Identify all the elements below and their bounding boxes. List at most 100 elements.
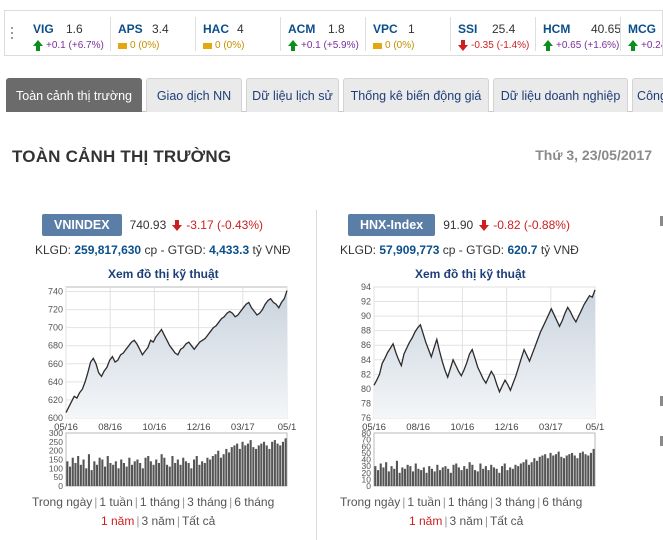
period-selector-row2: 1 năm | 3 năm | Tất cả	[409, 514, 523, 528]
volume-bar	[230, 447, 233, 486]
volume-bar	[377, 470, 380, 486]
hnx-index-chart[interactable]: 76 78 80 82 84 86 88 90 92 94 05/16 08/16 10/16 12/16…	[340, 283, 610, 495]
ticker-separator	[195, 17, 196, 51]
technical-chart-link[interactable]: Xem đồ thị kỹ thuật	[415, 267, 526, 281]
volume-bar	[252, 447, 255, 486]
period-option[interactable]: 1 năm	[409, 514, 443, 528]
period-option[interactable]: 3 năm	[449, 514, 483, 528]
volume-bar	[222, 454, 225, 486]
ticker-price: 40.65	[591, 22, 622, 36]
volume-bar	[498, 472, 501, 487]
index-name-badge[interactable]: VNINDEX	[42, 214, 122, 236]
volume-bar	[244, 445, 247, 486]
y-tick-label: 660	[48, 359, 63, 369]
volume-bar	[276, 443, 279, 486]
period-option[interactable]: 1 năm	[101, 514, 135, 528]
volume-bar	[128, 457, 131, 486]
period-separator: |	[489, 495, 494, 509]
volume-bar	[557, 451, 560, 487]
tab-6[interactable]: Công	[632, 78, 663, 112]
volume-bar	[576, 458, 579, 486]
period-option[interactable]: 1 tuần	[99, 495, 133, 509]
period-option[interactable]: 6 tháng	[234, 495, 275, 509]
period-option[interactable]: 6 tháng	[542, 495, 583, 509]
period-option[interactable]: 1 tháng	[139, 495, 180, 509]
y-tick-label: 700	[48, 323, 63, 333]
volume-bar	[455, 463, 458, 486]
volume-bar	[536, 460, 539, 486]
volume-bar	[527, 464, 530, 486]
klgd-value: 57,909,773	[379, 243, 440, 257]
volume-tick-label: 20	[362, 468, 372, 478]
tab-1[interactable]: Toàn cảnh thị trường	[6, 78, 142, 112]
volume-bar	[414, 463, 417, 486]
volume-line: KLGD: 57,909,773 cp - GTGD: 620.7 tỷ VNĐ	[340, 243, 579, 257]
ticker-change-text: +0.65 (+1.6%)	[556, 40, 620, 51]
volume-bar	[66, 461, 69, 486]
period-option[interactable]: Tất cả	[181, 514, 216, 528]
y-tick-label: 76	[361, 413, 371, 423]
volume-bar	[487, 470, 490, 486]
period-selector-row2: 1 năm | 3 năm | Tất cả	[101, 514, 215, 528]
y-tick-label: 78	[361, 398, 371, 408]
volume-bar	[198, 464, 201, 486]
technical-chart-link[interactable]: Xem đồ thị kỹ thuật	[108, 267, 219, 281]
volume-bar	[122, 463, 125, 486]
page-title: TOÀN CẢNH THỊ TRƯỜNG	[12, 147, 232, 166]
volume-bar	[90, 470, 93, 486]
ticker-price: 3.4	[152, 22, 169, 36]
volume-bar	[422, 467, 425, 486]
volume-bar	[149, 461, 152, 486]
volume-bar	[533, 458, 536, 486]
tab-3[interactable]: Dữ liệu lịch sử	[246, 78, 339, 112]
tab-4[interactable]: Thống kê biến động giá	[343, 78, 489, 112]
volume-bar	[514, 464, 517, 486]
ticker-symbol: ACM	[288, 22, 316, 36]
volume-bar	[425, 472, 428, 487]
tab-2[interactable]: Giao dịch NN	[146, 78, 242, 112]
volume-bar	[519, 463, 522, 486]
volume-bar	[152, 464, 155, 486]
volume-bar	[179, 464, 182, 486]
volume-bar	[255, 448, 258, 486]
index-change: -3.17 (-0.43%)	[172, 218, 263, 232]
index-name-badge[interactable]: HNX-Index	[348, 214, 436, 236]
volume-bar	[209, 459, 212, 486]
vnindex-chart[interactable]: 600 620 640 660 680 700 720 740 05/16 08/16 10/16 1…	[32, 283, 302, 495]
volume-bar	[225, 448, 228, 486]
period-selector-row1: Trong ngày | 1 tuần | 1 tháng | 3 tháng | 6 thán…	[32, 495, 274, 509]
volume-tick-label: 50	[362, 448, 372, 458]
y-tick-label: 92	[361, 297, 371, 307]
index-value: 91.90	[443, 218, 474, 232]
y-tick-label: 680	[48, 341, 63, 351]
volume-bar	[465, 468, 468, 486]
volume-bar	[95, 464, 98, 486]
volume-bar	[584, 454, 587, 486]
period-option[interactable]: Trong ngày	[340, 495, 401, 509]
arrow-up-icon	[33, 40, 43, 51]
volume-bar	[182, 457, 185, 486]
volume-bar	[541, 455, 544, 486]
volume-bar	[104, 466, 107, 486]
period-option[interactable]: Trong ngày	[32, 495, 93, 509]
gtgd-unit: tỷ VNĐ	[540, 243, 579, 257]
arrow-up-icon	[543, 40, 553, 51]
period-option[interactable]: 3 năm	[141, 514, 175, 528]
period-option[interactable]: 3 tháng	[187, 495, 228, 509]
period-option[interactable]: 3 tháng	[495, 495, 536, 509]
tab-5[interactable]: Dữ liệu doanh nghiệp	[493, 78, 628, 112]
unchanged-icon	[203, 42, 212, 49]
period-option[interactable]: 1 tuần	[407, 495, 441, 509]
x-tick-label: 05/16	[54, 422, 78, 433]
period-separator: |	[229, 495, 233, 509]
volume-bar	[82, 459, 85, 486]
volume-bar	[176, 459, 179, 486]
volume-bar	[468, 462, 471, 487]
period-option[interactable]: 1 tháng	[447, 495, 488, 509]
ticker-drag-handle-icon[interactable]	[11, 27, 15, 39]
volume-bar	[571, 452, 574, 486]
arrow-up-icon	[288, 40, 298, 51]
volume-bar	[184, 461, 187, 486]
klgd-label: KLGD:	[35, 243, 72, 257]
period-option[interactable]: Tất cả	[489, 514, 524, 528]
